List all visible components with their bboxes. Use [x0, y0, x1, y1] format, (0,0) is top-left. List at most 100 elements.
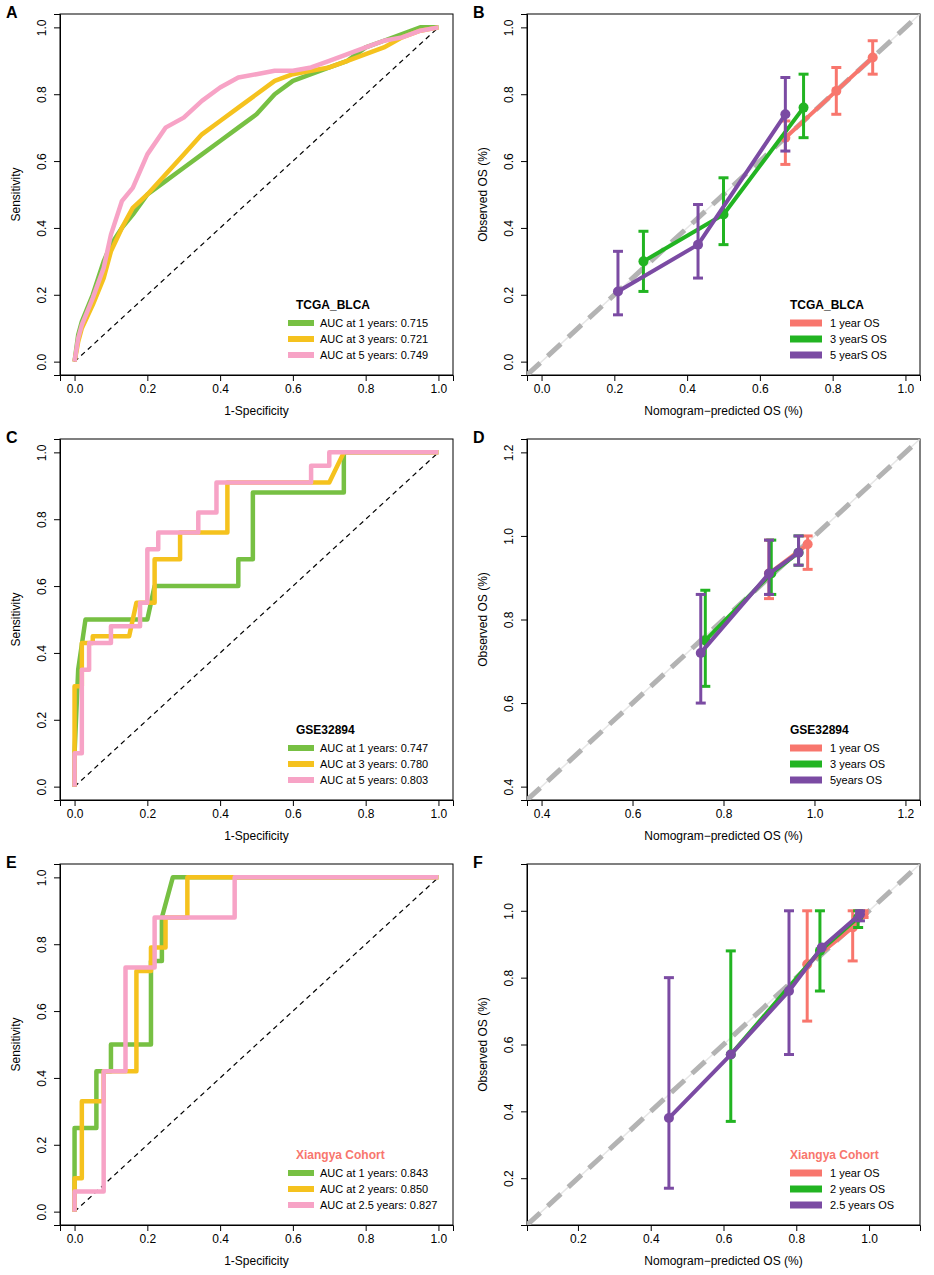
tick-label: 1.0 — [861, 1232, 878, 1246]
series-line — [75, 877, 439, 1211]
series-line — [643, 108, 803, 262]
tick-mark — [75, 375, 76, 381]
legend-swatch — [790, 745, 822, 752]
tick-label: 0.8 — [358, 382, 375, 396]
tick-mark — [687, 375, 688, 381]
tick: 0.2 — [35, 712, 60, 729]
plot: 0.20.40.60.81.00.20.40.60.81.0Nomogram−p… — [476, 864, 921, 1268]
series-line — [705, 553, 798, 641]
tick: 0.0 — [35, 778, 60, 795]
axis-line — [61, 1226, 454, 1232]
tick-label: 0.6 — [285, 382, 302, 396]
tick: 0.8 — [502, 611, 527, 628]
point — [817, 943, 827, 953]
panel: C0.00.20.40.60.81.00.00.20.40.60.81.01-S… — [6, 429, 454, 843]
tick-label: 0.0 — [502, 353, 516, 370]
tick: 0.4 — [679, 375, 696, 396]
legend-label: AUC at 1 years: 0.843 — [320, 1167, 428, 1179]
tick-mark — [366, 375, 367, 381]
error-bar — [803, 536, 813, 569]
tick-mark — [54, 586, 60, 587]
tick-mark — [578, 1225, 579, 1231]
tick-label: 1.2 — [502, 444, 516, 461]
tick-mark — [760, 375, 761, 381]
tick: 0.0 — [502, 353, 527, 370]
tick-label: 0.0 — [67, 807, 84, 821]
legend-label: AUC at 1 years: 0.715 — [320, 317, 428, 329]
legend-label: 1 year OS — [830, 317, 880, 329]
point — [693, 240, 703, 250]
axis-line — [528, 1226, 921, 1232]
y-axis-title: Observed OS (%) — [476, 572, 490, 667]
tick: 0.4 — [502, 778, 527, 795]
tick-mark — [521, 161, 527, 162]
legend-label: 5 yearS OS — [830, 349, 887, 361]
tick-label: 0.0 — [67, 1232, 84, 1246]
series-line — [75, 452, 439, 786]
legend-label: 2 years OS — [830, 1183, 885, 1195]
error-bar — [794, 536, 804, 565]
tick-mark — [54, 519, 60, 520]
error-bar — [780, 78, 790, 152]
tick-mark — [54, 944, 60, 945]
tick: 0.2 — [502, 1170, 527, 1187]
tick-mark — [147, 375, 148, 381]
tick-mark — [521, 362, 527, 363]
tick: 0.0 — [35, 353, 60, 370]
tick: 1.0 — [807, 800, 824, 821]
legend-label: AUC at 5 years: 0.749 — [320, 349, 428, 361]
frame — [60, 14, 453, 375]
tick-mark — [521, 1111, 527, 1112]
tick: 1.0 — [35, 19, 60, 36]
tick-label: 0.8 — [35, 936, 49, 953]
plot: 0.00.20.40.60.81.00.00.20.40.60.81.01-Sp… — [9, 864, 454, 1268]
tick-mark — [54, 161, 60, 162]
series-line — [75, 27, 439, 361]
y-axis: 0.40.60.81.01.2 — [502, 440, 528, 801]
legend: Xiangya CohortAUC at 1 years: 0.843AUC a… — [288, 1148, 437, 1211]
tick-label: 0.6 — [716, 1232, 733, 1246]
tick-label: 0.4 — [212, 1232, 229, 1246]
y-axis: 0.00.20.40.60.81.0 — [502, 15, 528, 376]
tick-mark — [542, 375, 543, 381]
tick: 0.8 — [716, 800, 733, 821]
tick-mark — [833, 375, 834, 381]
tick-mark — [438, 1225, 439, 1231]
tick-mark — [293, 1225, 294, 1231]
tick-mark — [293, 800, 294, 806]
x-axis-title: Nomogram−predicted OS (%) — [644, 829, 802, 843]
tick-label: 0.2 — [35, 712, 49, 729]
y-axis: 0.00.20.40.60.81.0 — [35, 440, 61, 801]
tick: 0.8 — [502, 969, 527, 986]
tick-label: 0.4 — [35, 1070, 49, 1087]
tick-mark — [651, 1225, 652, 1231]
tick-mark — [869, 1225, 870, 1231]
point — [855, 909, 865, 919]
point — [799, 103, 809, 113]
x-axis-title: 1-Specificity — [224, 829, 289, 843]
reference-line — [527, 864, 920, 1225]
tick-mark — [54, 1212, 60, 1213]
tick-label: 0.8 — [358, 1232, 375, 1246]
tick: 0.2 — [570, 1225, 587, 1246]
legend-title: TCGA_BLCA — [790, 298, 864, 312]
tick: 0.6 — [35, 1003, 60, 1020]
marks — [527, 439, 920, 800]
tick-mark — [54, 295, 60, 296]
tick-label: 1.0 — [431, 807, 448, 821]
y-axis-title: Sensitivity — [9, 167, 23, 221]
tick-label: 0.4 — [679, 382, 696, 396]
axis-line — [61, 801, 454, 807]
tick-label: 0.8 — [788, 1232, 805, 1246]
tick-label: 1.0 — [431, 382, 448, 396]
point — [726, 1050, 736, 1060]
tick: 0.6 — [285, 375, 302, 396]
tick-mark — [54, 1145, 60, 1146]
tick: 0.6 — [625, 800, 642, 821]
plot: 0.00.20.40.60.81.00.00.20.40.60.81.0Nomo… — [476, 14, 921, 418]
series-line — [701, 553, 799, 653]
tick: 0.6 — [35, 578, 60, 595]
tick: 0.4 — [502, 1103, 527, 1120]
tick: 0.2 — [35, 287, 60, 304]
point — [794, 548, 804, 558]
